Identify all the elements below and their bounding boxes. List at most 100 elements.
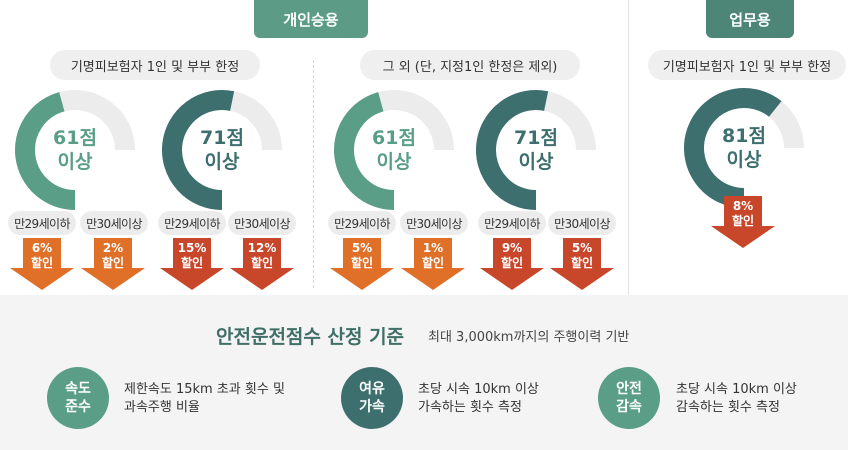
discount-arrow: 1% 할인 [401, 238, 465, 290]
discount-arrow: 12% 할인 [230, 238, 294, 290]
age-pill-under29: 만29세이하 [328, 211, 396, 235]
score-gauge: 71점 이상 [474, 88, 598, 212]
desc-line: 초당 시속 10km 이상 [418, 382, 539, 397]
pill-business-limited: 기명피보험자 1인 및 부부 한정 [648, 50, 846, 80]
discount-arrow: 9% 할인 [480, 238, 544, 290]
arrow-shape [550, 238, 614, 290]
discount-label: 할인 [500, 256, 524, 270]
criteria-title: 안전운전점수 산정 기준 [216, 326, 405, 348]
discount-rate: 8% [732, 199, 754, 213]
badge-line: 가속 [359, 399, 385, 415]
discount-rate: 1% [422, 241, 444, 255]
arrow-shape [230, 238, 294, 290]
arrow-shape [10, 238, 74, 290]
age-pill-over30: 만30세이상 [80, 211, 148, 235]
age-pill-over30: 만30세이상 [228, 211, 296, 235]
desc-line: 가속하는 횟수 측정 [418, 400, 522, 415]
arrow-down-icon [550, 238, 614, 290]
arrow-shape [330, 238, 394, 290]
gauge-score: 61점 [372, 127, 416, 149]
gauge-suffix: 이상 [57, 151, 93, 173]
gauge-suffix: 이상 [726, 149, 762, 171]
arrow-down-icon [230, 238, 294, 290]
arrow-shape [81, 238, 145, 290]
gauge-fill [476, 90, 549, 210]
discount-arrow: 2% 할인 [81, 238, 145, 290]
criteria-panel [0, 295, 848, 450]
discount-label: 할인 [350, 256, 374, 270]
discount-rate: 5% [351, 241, 373, 255]
discount-arrow: 8% 할인 [711, 196, 775, 248]
discount-arrow: 15% 할인 [160, 238, 224, 290]
discount-rate: 5% [571, 241, 593, 255]
badge-line: 안전 [616, 381, 642, 397]
discount-label: 할인 [101, 256, 125, 270]
criteria-badge-speed: 속도 준수 [47, 367, 109, 429]
desc-line: 제한속도 15km 초과 횟수 및 [124, 382, 285, 397]
score-gauge: 61점 이상 [332, 88, 456, 212]
discount-label: 할인 [180, 256, 204, 270]
age-pill-under29: 만29세이하 [478, 211, 546, 235]
gauge-ring [162, 90, 282, 210]
discount-rate: 15% [177, 241, 207, 255]
desc-line: 과속주행 비율 [124, 400, 200, 415]
gauge-ring [334, 90, 454, 210]
discount-arrow: 5% 할인 [330, 238, 394, 290]
desc-line: 초당 시속 10km 이상 [676, 382, 797, 397]
criteria-subtitle: 최대 3,000km까지의 주행이력 기반 [428, 330, 630, 345]
age-pill-under29: 만29세이하 [8, 211, 76, 235]
badge-line: 준수 [65, 399, 91, 415]
pill-personal-other: 그 외 (단, 지정1인 한정은 제외) [360, 50, 580, 80]
arrow-shape [401, 238, 465, 290]
discount-arrow: 6% 할인 [10, 238, 74, 290]
discount-label: 할인 [30, 256, 54, 270]
discount-rate: 12% [247, 241, 277, 255]
desc-line: 감속하는 횟수 측정 [676, 400, 780, 415]
age-pill-over30: 만30세이상 [400, 211, 468, 235]
section-divider [628, 0, 629, 295]
gauge-fill [162, 90, 235, 210]
gauge-suffix: 이상 [204, 151, 240, 173]
criteria-badge-acceleration: 여유 가속 [341, 367, 403, 429]
badge-line: 여유 [359, 381, 385, 397]
discount-rate: 9% [501, 241, 523, 255]
gauge-fill [334, 92, 395, 210]
discount-arrow: 5% 할인 [550, 238, 614, 290]
discount-label: 할인 [731, 214, 755, 228]
gauge-fill [684, 88, 782, 208]
tab-business[interactable]: 업무용 [706, 0, 794, 38]
gauge-ring [15, 90, 135, 210]
criteria-badge-deceleration: 안전 감속 [598, 367, 660, 429]
gauge-score: 61점 [53, 127, 97, 149]
gauge-score: 71점 [200, 127, 244, 149]
arrow-shape [480, 238, 544, 290]
arrow-shape [711, 196, 775, 248]
tab-personal[interactable]: 개인승용 [254, 0, 368, 38]
gauge-score: 81점 [722, 125, 766, 147]
gauge-score: 71점 [514, 127, 558, 149]
arrow-down-icon [330, 238, 394, 290]
gauge-fill [15, 92, 76, 210]
criteria-desc-speed: 제한속도 15km 초과 횟수 및 과속주행 비율 [124, 381, 285, 417]
badge-line: 감속 [616, 399, 642, 415]
discount-rate: 6% [31, 241, 53, 255]
gauge-suffix: 이상 [518, 151, 554, 173]
age-pill-under29: 만29세이하 [158, 211, 226, 235]
criteria-desc-acceleration: 초당 시속 10km 이상 가속하는 횟수 측정 [418, 381, 539, 417]
arrow-down-icon [160, 238, 224, 290]
discount-label: 할인 [570, 256, 594, 270]
criteria-desc-deceleration: 초당 시속 10km 이상 감속하는 횟수 측정 [676, 381, 797, 417]
arrow-down-icon [401, 238, 465, 290]
arrow-shape [160, 238, 224, 290]
gauge-ring [476, 90, 596, 210]
age-pill-over30: 만30세이상 [548, 211, 616, 235]
discount-rate: 2% [102, 241, 124, 255]
discount-label: 할인 [250, 256, 274, 270]
score-gauge: 61점 이상 [13, 88, 137, 212]
discount-label: 할인 [421, 256, 445, 270]
score-gauge: 81점 이상 [682, 86, 806, 210]
score-gauge: 71점 이상 [160, 88, 284, 212]
arrow-down-icon [81, 238, 145, 290]
badge-line: 속도 [65, 381, 91, 397]
group-divider [313, 60, 314, 288]
